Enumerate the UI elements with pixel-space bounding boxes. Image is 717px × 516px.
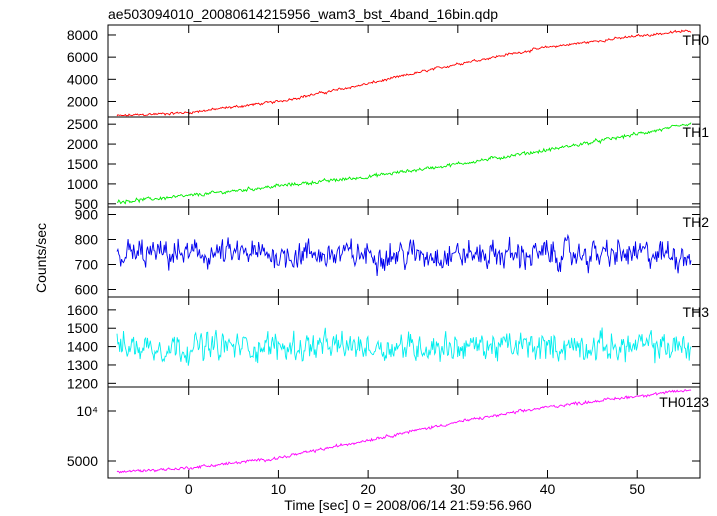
panel-label-th3: TH3 [683,304,710,320]
panel-th3: 1200 1300 1400 1500 1600 TH3 [67,296,710,391]
series-line-th1 [116,122,692,205]
panel-label-th1: TH1 [683,124,710,140]
y-tick-label: 500 [75,196,99,212]
x-tick-label: 0 [185,481,193,497]
x-tick-label: 10 [271,481,287,497]
panel-label-th2: TH2 [683,214,710,230]
panel-th0123: 5000 10⁴ TH0123 [67,386,709,479]
y-tick-label: 4000 [67,71,98,87]
y-tick-label: 5000 [67,453,98,469]
y-tick-label: 10⁴ [76,403,98,419]
y-tick-label: 800 [75,232,99,248]
series-line-th0123 [116,389,692,474]
series-line-th2 [116,233,692,277]
panel-th0: 2000 4000 6000 8000 TH0 [67,24,710,118]
panel-label-th0123: TH0123 [659,394,709,410]
panel-frame [107,386,701,479]
y-tick-label: 2000 [67,136,98,152]
y-tick-label: 1500 [67,156,98,172]
y-tick-label: 1500 [67,320,98,336]
series-line-th3 [116,327,692,366]
y-tick-label: 1400 [67,339,98,355]
panel-label-th0: TH0 [683,32,710,48]
y-tick-label: 1200 [67,375,98,391]
y-tick-label: 6000 [67,49,98,65]
y-tick-label: 1300 [67,357,98,373]
y-tick-label: 600 [75,282,99,298]
y-tick-label: 1000 [67,176,98,192]
x-axis-label: Time [sec] 0 = 2008/06/14 21:59:56.960 [284,497,532,513]
x-tick-label: 50 [629,481,645,497]
y-tick-label: 8000 [67,27,98,43]
y-tick-label: 1600 [67,302,98,318]
x-tick-label: 20 [360,481,376,497]
x-tick-label: 30 [450,481,466,497]
y-tick-label: 2500 [67,116,98,132]
panel-frame [107,24,701,118]
panel-th2: 600 700 800 900 TH2 [75,206,710,298]
chart-title: ae503094010_20080614215956_wam3_bst_4ban… [108,6,498,22]
y-axis-label: Counts/sec [33,223,49,293]
y-tick-label: 900 [75,207,99,223]
series-line-th0 [116,29,692,117]
panel-th1: 500 1000 1500 2000 2500 TH1 [67,116,709,212]
x-tick-label: 40 [540,481,556,497]
y-tick-label: 700 [75,257,99,273]
y-tick-label: 2000 [67,93,98,109]
